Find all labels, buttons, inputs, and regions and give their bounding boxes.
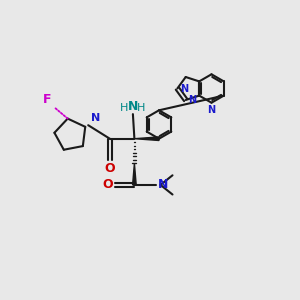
Polygon shape: [134, 137, 159, 140]
Text: O: O: [104, 161, 115, 175]
Text: N: N: [91, 113, 100, 123]
Text: O: O: [102, 178, 113, 191]
Text: N: N: [207, 105, 216, 115]
Text: N: N: [188, 95, 196, 105]
Text: N: N: [180, 83, 188, 94]
Text: H: H: [120, 103, 129, 113]
Text: N: N: [158, 178, 168, 191]
Text: N: N: [128, 100, 139, 113]
Text: F: F: [43, 93, 52, 106]
Polygon shape: [133, 163, 136, 185]
Text: H: H: [137, 103, 146, 113]
